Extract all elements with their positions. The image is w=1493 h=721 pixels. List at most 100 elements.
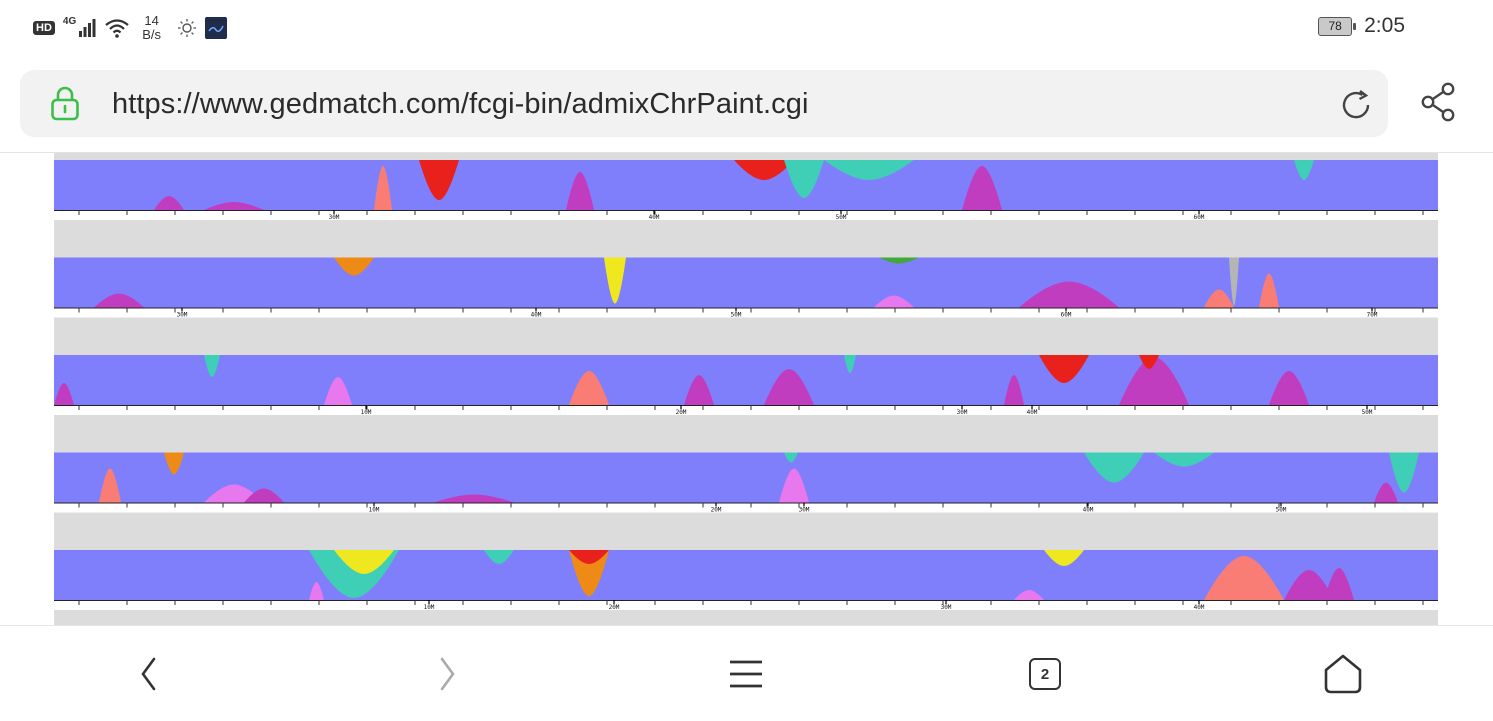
ancestry-segment-dip: [164, 452, 184, 475]
chevron-right-icon: [440, 657, 455, 691]
url-text[interactable]: https://www.gedmatch.com/fcgi-bin/admixC…: [112, 88, 809, 120]
reload-icon[interactable]: [1338, 87, 1374, 123]
axis-tick-label: 60M: [1061, 312, 1072, 319]
status-left: HD 4G 14 B/s: [33, 10, 228, 46]
axis-tick-label: 60M: [1194, 214, 1205, 221]
toolbar-divider: [0, 152, 1493, 153]
home-button[interactable]: [1319, 650, 1367, 698]
ancestry-segment-dip: [1139, 355, 1159, 369]
axis-tick-label: 10M: [424, 604, 435, 611]
home-icon: [1324, 654, 1362, 694]
ancestry-segment-peak: [684, 375, 714, 405]
axis-tick-label: 10M: [361, 409, 372, 416]
ancestry-segment-peak: [764, 369, 814, 405]
ancestry-segment-peak: [54, 383, 74, 405]
ancestry-segment-peak: [1014, 590, 1044, 600]
chromosome-gap: [54, 415, 1438, 453]
address-bar[interactable]: https://www.gedmatch.com/fcgi-bin/admixC…: [20, 70, 1388, 137]
network-speed: 14 B/s: [142, 14, 161, 42]
chromosome-band-3: [54, 355, 1438, 405]
ancestry-segment-peak: [962, 166, 1002, 210]
signal-icon: [79, 19, 96, 37]
ancestry-segment-dip: [844, 355, 856, 373]
axis-tick-label: 20M: [711, 507, 722, 514]
ancestry-segment-peak: [94, 293, 144, 308]
menu-icon: [730, 660, 762, 688]
brightness-icon: [178, 19, 197, 37]
ancestry-segment-peak: [1204, 289, 1234, 308]
ancestry-segment-peak: [1324, 568, 1354, 600]
ancestry-segment-dip: [204, 355, 220, 377]
ancestry-segment-dip: [1229, 257, 1239, 306]
ancestry-segment-dip: [1389, 452, 1419, 493]
status-bar: HD 4G 14 B/s: [0, 0, 1493, 56]
browser-bottom-nav: 2: [0, 625, 1493, 721]
ancestry-segment-dip: [1044, 550, 1084, 566]
ancestry-segment-dip: [734, 160, 794, 180]
chromosome-band-2: [54, 257, 1438, 308]
axis-tick-label: 40M: [531, 312, 542, 319]
ancestry-segment-peak: [1259, 273, 1279, 308]
ancestry-segment-peak: [244, 488, 284, 503]
share-icon[interactable]: [1420, 82, 1458, 122]
ancestry-segment-dip: [419, 160, 459, 200]
axis-tick-label: 70M: [1367, 312, 1378, 319]
axis-tick-label: 30M: [941, 604, 952, 611]
chromosome-paint-chart: 30M 40M 50M 60M 30M 40M 50M 60M 70M 10M 20M 30M 40M 5…: [54, 153, 1438, 625]
axis-tick-label: 40M: [1083, 507, 1094, 514]
chromosome-gap: [54, 317, 1438, 355]
ancestry-segment-peak: [1374, 482, 1398, 503]
ancestry-segment-peak: [1119, 357, 1189, 405]
ancestry-segment-peak: [204, 202, 264, 210]
ancestry-segment-peak: [324, 377, 352, 405]
ancestry-segment-peak: [99, 468, 121, 503]
ancestry-segment-peak: [434, 494, 514, 503]
back-button[interactable]: [125, 650, 173, 698]
axis-tick-label: 50M: [1276, 507, 1287, 514]
chromosome-band-5: [54, 550, 1438, 600]
chromosome-gap: [54, 512, 1438, 550]
hd-badge: HD: [33, 21, 55, 35]
chromosome-axis-5: [54, 600, 1438, 610]
ancestry-segment-peak: [779, 468, 809, 503]
ancestry-segment-peak: [1269, 371, 1309, 405]
forward-button[interactable]: [423, 650, 471, 698]
ancestry-segment-peak: [874, 295, 914, 308]
axis-tick-label: 30M: [329, 214, 340, 221]
app-notification-icon: [205, 17, 228, 39]
ancestry-segment-peak: [1019, 281, 1119, 308]
ancestry-segment-peak: [569, 371, 609, 405]
chromosome-gap: [54, 610, 1438, 625]
ancestry-segment-dip: [334, 550, 394, 574]
axis-tick-label: 20M: [609, 604, 620, 611]
page-content[interactable]: 30M 40M 50M 60M 30M 40M 50M 60M 70M 10M 20M 30M 40M 5…: [0, 153, 1493, 625]
chromosome-paint-svg: 30M 40M 50M 60M 30M 40M 50M 60M 70M 10M 20M 30M 40M 5…: [54, 153, 1438, 625]
ancestry-segment-dip: [484, 550, 514, 564]
chromosome-axis-1: [54, 210, 1438, 220]
ancestry-segment-dip: [569, 550, 609, 596]
ancestry-segment-dip: [1039, 355, 1089, 383]
tab-count: 2: [1040, 665, 1050, 683]
ancestry-segment-dip: [1154, 452, 1214, 467]
ancestry-segment-dip: [784, 452, 798, 463]
ancestry-segment-peak: [154, 196, 184, 210]
axis-tick-label: 30M: [177, 312, 188, 319]
chromosome-axis-3: [54, 405, 1438, 415]
menu-button[interactable]: [722, 650, 770, 698]
axis-tick-label: 10M: [369, 507, 380, 514]
speed-unit: B/s: [142, 27, 162, 42]
axis-tick-label: 50M: [1362, 409, 1373, 416]
axis-tick-label: 40M: [1027, 409, 1038, 416]
ancestry-segment-dip: [1084, 452, 1144, 483]
status-right: 78 2:05: [1318, 14, 1405, 38]
wifi-icon: [105, 19, 129, 38]
ancestry-segment-dip: [334, 257, 374, 276]
tabs-button[interactable]: 2: [1021, 650, 1069, 698]
speed-value: 14: [144, 13, 159, 28]
ancestry-segment-peak: [1204, 556, 1284, 600]
axis-tick-label: 30M: [957, 409, 968, 416]
ancestry-segment-peak: [309, 582, 324, 600]
ancestry-segment-dip: [784, 160, 824, 198]
ancestry-segment-peak: [566, 172, 594, 210]
ancestry-segment-dip: [879, 257, 919, 264]
